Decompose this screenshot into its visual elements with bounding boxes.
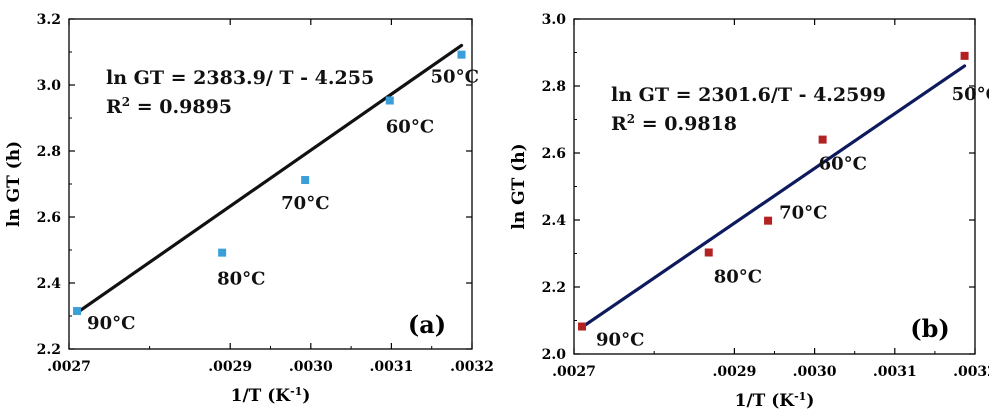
x-tick-label: .0032 [953, 364, 989, 380]
y-axis-title: ln GT (h) [509, 143, 529, 229]
x-axis-title: 1/T (K-1) [735, 390, 815, 410]
x-tick-label: .0029 [712, 364, 756, 380]
point-temperature-label: 70°C [779, 203, 827, 224]
data-point [704, 248, 713, 257]
data-point [218, 248, 227, 257]
data-point [301, 176, 310, 185]
point-temperature-label: 60°C [386, 117, 434, 138]
point-temperature-label: 90°C [87, 313, 135, 334]
x-tick-label: .0030 [289, 359, 333, 375]
y-tick-label: 2.6 [37, 210, 61, 226]
y-tick-label: 2.4 [542, 213, 567, 229]
y-tick-label: 2.4 [37, 276, 62, 292]
x-tick-label: .0030 [793, 364, 837, 380]
y-tick-label: 2.2 [37, 342, 61, 358]
y-tick-label: 3.2 [37, 12, 61, 28]
data-point [818, 135, 827, 144]
data-point [764, 216, 773, 225]
data-point [960, 51, 969, 60]
y-tick-label: 2.6 [542, 146, 566, 162]
x-tick-label: .0027 [552, 364, 596, 380]
data-point [73, 307, 82, 316]
x-tick-label: .0029 [208, 359, 252, 375]
y-tick-label: 2.2 [542, 280, 566, 296]
y-tick-label: 2.8 [542, 79, 566, 95]
panel-b: .0027 .0029 .0030 .0031 .0032 2.0 2.2 2.4 2.6 2.8… [509, 12, 989, 410]
r-squared: R2 = 0.9895 [106, 95, 232, 118]
y-tick-label: 2.0 [542, 347, 567, 363]
y-axis-title: ln GT (h) [4, 141, 24, 227]
x-tick-label: .0031 [873, 364, 917, 380]
point-temperature-label: 80°C [714, 266, 762, 287]
point-temperature-label: 70°C [281, 193, 329, 214]
point-temperature-label: 80°C [217, 269, 265, 290]
point-temperature-label: 50°C [431, 67, 479, 88]
regression-equation: ln GT = 2301.6/T - 4.2599 [611, 84, 886, 106]
y-tick-label: 3.0 [37, 78, 62, 94]
y-tick-label: 2.8 [37, 144, 61, 160]
point-temperature-label: 50°C [952, 84, 989, 105]
data-point [385, 96, 394, 105]
r-squared: R2 = 0.9818 [611, 112, 737, 135]
fit-line [75, 43, 464, 315]
regression-equation: ln GT = 2383.9/ T - 4.255 [106, 67, 374, 89]
point-temperature-label: 60°C [819, 154, 867, 175]
fit-line [580, 64, 967, 329]
data-point [578, 322, 587, 331]
x-tick-label: .0027 [47, 359, 91, 375]
y-tick-label: 3.0 [542, 12, 567, 28]
x-tick-label: .0032 [450, 359, 494, 375]
data-point [457, 50, 466, 59]
panel-label: (a) [408, 310, 446, 339]
panel-label: (b) [910, 314, 950, 343]
panel-a: .0027 .0029 .0030 .0031 .0032 2.2 2.4 2.6 2.8 3.0… [4, 12, 494, 406]
point-temperature-label: 90°C [596, 330, 644, 351]
x-axis-title: 1/T (K-1) [231, 385, 311, 407]
x-tick-label: .0031 [369, 359, 413, 375]
plot-frame [573, 18, 976, 355]
